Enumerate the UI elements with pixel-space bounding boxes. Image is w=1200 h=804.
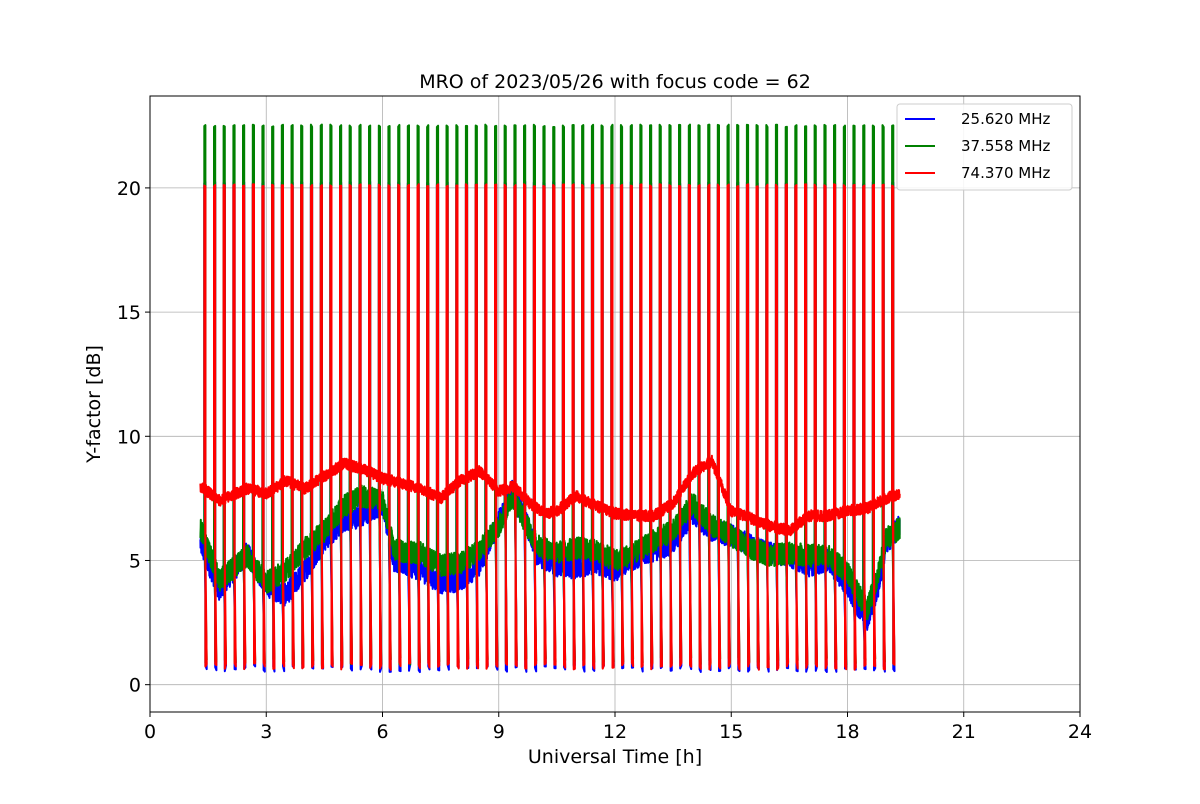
legend: 25.620 MHz 37.558 MHz 74.370 MHz <box>896 103 1073 191</box>
y-tick-label: 20 <box>117 178 141 200</box>
y-tick-label: 0 <box>129 675 141 697</box>
x-tick-label: 24 <box>1068 721 1092 743</box>
y-tick-label: 10 <box>117 426 141 448</box>
legend-entry-label: 25.620 MHz <box>961 110 1050 128</box>
x-tick-label: 12 <box>603 721 627 743</box>
legend-entry-label: 37.558 MHz <box>961 137 1050 155</box>
x-tick-label: 18 <box>835 721 859 743</box>
x-tick-label: 15 <box>719 721 743 743</box>
x-tick-label: 9 <box>493 721 505 743</box>
x-tick-label: 0 <box>144 721 156 743</box>
x-tick-label: 3 <box>260 721 272 743</box>
chart-title: MRO of 2023/05/26 with focus code = 62 <box>419 71 811 93</box>
x-axis-label: Universal Time [h] <box>528 746 702 768</box>
x-tick-label: 6 <box>376 721 388 743</box>
legend-box <box>896 103 1073 191</box>
legend-entry-label: 74.370 MHz <box>961 164 1050 182</box>
x-tick-label: 21 <box>952 721 976 743</box>
series-line <box>199 183 901 671</box>
series-line <box>199 123 901 666</box>
y-axis-label: Y-factor [dB] <box>83 345 105 464</box>
axis-ticks: 0 3 6 9 12 15 18 21 24 0 5 10 15 20 <box>117 178 1092 743</box>
y-tick-label: 15 <box>117 302 141 324</box>
plot-series <box>199 123 901 674</box>
y-tick-label: 5 <box>129 550 141 572</box>
